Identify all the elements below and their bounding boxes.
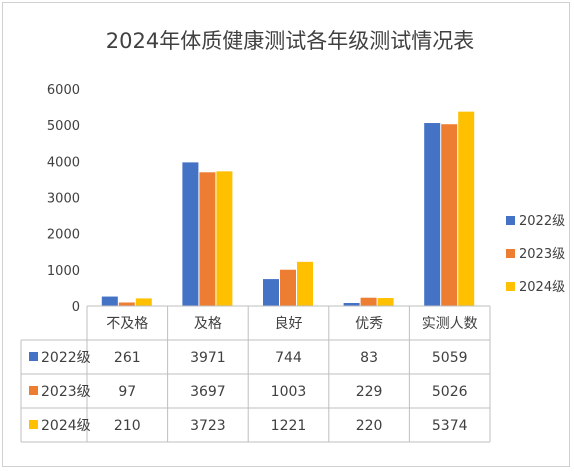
x-category-label: 优秀 — [355, 316, 383, 332]
bar — [377, 298, 394, 306]
bar — [182, 162, 199, 306]
data-label: 261 — [114, 350, 141, 366]
table-legend-swatch — [29, 386, 38, 395]
data-label: 3697 — [190, 384, 226, 400]
bar — [101, 296, 118, 306]
y-tick-label: 6000 — [47, 83, 80, 98]
bar — [199, 172, 216, 306]
bar — [343, 302, 360, 306]
bar — [458, 111, 475, 306]
table-series-label: 2023级 — [41, 384, 91, 400]
chart: 2024年体质健康测试各年级测试情况表 0 1000 2000 3000 4000 500… — [20, 29, 565, 443]
bar — [118, 302, 135, 306]
data-label: 5374 — [432, 418, 468, 434]
bar — [441, 124, 458, 306]
data-label: 1003 — [271, 384, 307, 400]
data-label: 1221 — [271, 418, 307, 434]
table-series-label: 2024级 — [41, 418, 91, 434]
legend-label: 2024级 — [519, 280, 565, 295]
y-tick-label: 1000 — [47, 264, 80, 279]
data-label: 3971 — [190, 350, 226, 366]
x-category-label: 及格 — [194, 316, 222, 332]
bar — [280, 269, 296, 306]
table-legend-swatch — [29, 420, 38, 429]
data-label: 5059 — [432, 350, 468, 366]
bar — [135, 298, 152, 306]
chart-title: 2024年体质健康测试各年级测试情况表 — [106, 29, 474, 53]
y-tick-label: 2000 — [47, 228, 80, 243]
bar — [216, 171, 233, 306]
data-label: 5026 — [432, 384, 468, 400]
data-label: 83 — [360, 350, 378, 366]
y-tick-label: 0 — [72, 300, 80, 315]
table-legend-swatch — [29, 352, 38, 361]
data-label: 744 — [275, 350, 302, 366]
x-category-label: 实测人数 — [422, 316, 478, 332]
y-tick-label: 4000 — [47, 155, 80, 170]
chart-frame: 2024年体质健康测试各年级测试情况表 0 1000 2000 3000 4000 500… — [2, 2, 570, 467]
bar — [297, 261, 313, 306]
data-label: 210 — [114, 418, 141, 434]
legend-label: 2022级 — [519, 214, 565, 229]
legend-label: 2023级 — [519, 247, 565, 262]
data-label: 3723 — [190, 418, 226, 434]
y-tick-label: 5000 — [47, 119, 80, 134]
data-label: 220 — [356, 418, 383, 434]
table-series-label: 2022级 — [41, 350, 91, 366]
y-tick-label: 3000 — [47, 192, 80, 207]
legend-swatch — [506, 216, 515, 225]
data-label: 97 — [118, 384, 136, 400]
x-category-label: 良好 — [275, 316, 303, 332]
data-label: 229 — [356, 384, 383, 400]
bar — [360, 297, 377, 306]
bar — [424, 123, 441, 306]
legend-swatch — [506, 282, 515, 291]
legend-swatch — [506, 249, 515, 258]
x-category-label: 不及格 — [106, 316, 148, 332]
bar — [263, 279, 279, 306]
